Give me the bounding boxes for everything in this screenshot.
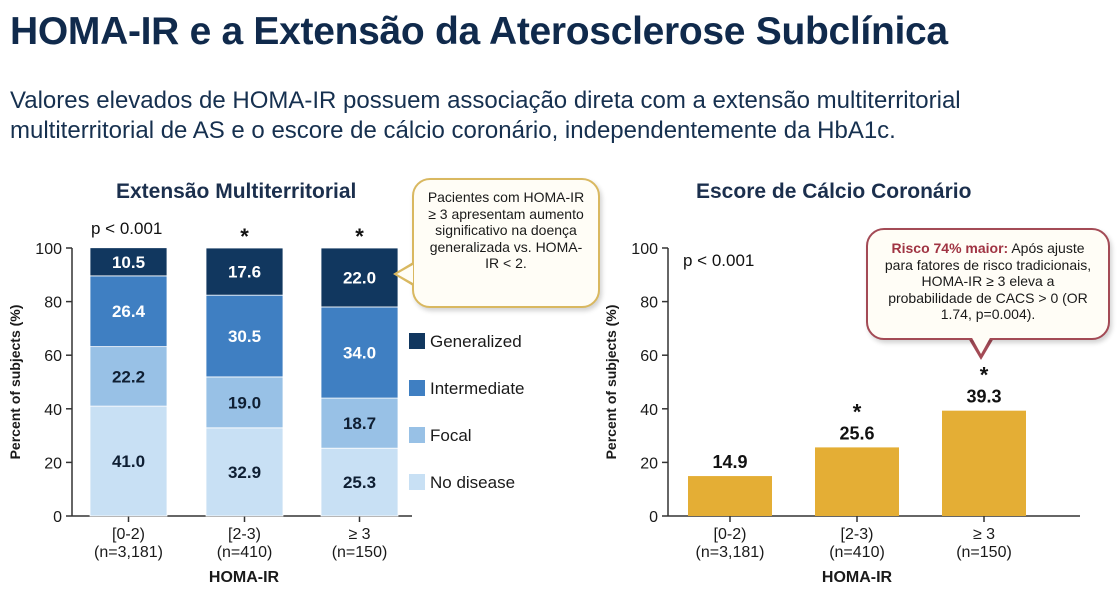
extent-x-tick-n: (n=150) [332,544,388,561]
extent-bar-label-intermediate: 34.0 [343,344,376,363]
subtitle-line-2: multiterritorial de AS e o escore de cál… [10,117,896,144]
legend-label-focal: Focal [430,426,472,445]
cacs-y-tick-label: 40 [640,402,658,419]
extent-bar-no-disease [320,447,399,517]
extent-bar-generalized [320,247,399,308]
cacs-bar-chart: 0 20 40 60 80 100 Percent of subjects (%) [0-2)… [603,241,1080,586]
extent-bar-focal [205,376,284,429]
cacs-y-tick-label: 80 [640,295,658,312]
cacs-significance-marker: * [853,399,862,424]
extent-callout-pointer-fill [397,265,413,283]
extent-y-tick-label: 0 [53,509,62,526]
cacs-x-axis-label: HOMA-IR [822,569,893,586]
cacs-callout: Risco 74% maior: Após ajuste para fatore… [866,228,1110,340]
cacs-y-tick-label: 60 [640,348,658,365]
extent-x-axis-label: HOMA-IR [209,569,280,586]
cacs-bar-label: 25.6 [839,423,874,443]
extent-x-tick-label: [0-2) [112,526,145,543]
extent-bar-label-no-disease: 41.0 [112,452,145,471]
cacs-bar-label: 39.3 [966,387,1001,407]
extent-bar-label-intermediate: 30.5 [228,327,261,346]
extent-bar-label-generalized: 22.0 [343,268,376,287]
extent-y-tick-label: 60 [44,348,62,365]
extent-x-tick-n: (n=3,181) [94,544,163,561]
legend-swatch-intermediate [409,380,425,396]
extent-callout-text: Pacientes com HOMA-IR ≥ 3 apresentam aum… [427,189,585,271]
extent-bar-focal [89,346,168,407]
page-title: HOMA-IR e a Extensão da Aterosclerose Su… [10,10,948,53]
extent-bar-label-focal: 22.2 [112,367,145,386]
cacs-y-tick-label: 20 [640,455,658,472]
extent-bar-label-focal: 19.0 [228,393,261,412]
extent-stacked-bar-chart: 0 20 40 60 80 100 Percent of subjects (%) [0-2)… [7,219,525,586]
legend-label-intermediate: Intermediate [430,379,525,398]
extent-y-tick-label: 20 [44,455,62,472]
extent-x-tick-label: [2-3) [228,526,261,543]
cacs-x-tick-n: (n=3,181) [696,544,765,561]
extent-y-axis-label: Percent of subjects (%) [7,305,23,460]
extent-significance-marker: * [355,224,364,249]
extent-chart-title: Extensão Multiterritorial [116,180,357,203]
extent-x-tick-label: ≥ 3 [348,526,370,543]
subtitle-line-1: Valores elevados de HOMA-IR possuem asso… [10,87,961,114]
cacs-bar [942,410,1026,516]
cacs-callout-text: Após ajuste para fatores de risco tradic… [884,240,1092,322]
extent-bar-label-intermediate: 26.4 [112,302,146,321]
cacs-callout-pointer-fill [971,336,991,354]
legend-label-generalized: Generalized [430,332,522,351]
cacs-bar [688,476,772,516]
extent-bar-label-focal: 18.7 [343,414,376,433]
cacs-x-tick-label: ≥ 3 [973,526,995,543]
cacs-y-axis-label: Percent of subjects (%) [603,305,619,460]
legend-swatch-focal [409,427,425,443]
extent-bar-no-disease [89,405,168,517]
extent-callout: Pacientes com HOMA-IR ≥ 3 apresentam aum… [412,178,600,308]
cacs-bar-label: 14.9 [712,452,747,472]
extent-bar-no-disease [205,427,284,517]
cacs-y-tick-label: 0 [649,509,658,526]
page-subtitle: Valores elevados de HOMA-IR possuem asso… [10,86,1100,146]
cacs-p-value: p < 0.001 [683,251,754,270]
extent-y-tick-label: 40 [44,402,62,419]
extent-y-tick-label: 80 [44,295,62,312]
extent-bar-intermediate [205,294,284,378]
extent-bar-focal [320,397,399,449]
cacs-x-tick-label: [2-3) [841,526,874,543]
legend-swatch-generalized [409,333,425,349]
extent-bar-label-generalized: 17.6 [228,263,261,282]
cacs-x-tick-label: [0-2) [714,526,747,543]
extent-bar-generalized [89,247,168,277]
extent-p-value: p < 0.001 [91,219,162,238]
cacs-chart-title: Escore de Cálcio Coronário [696,180,972,203]
extent-y-tick-label: 100 [35,241,62,258]
cacs-bar [815,447,899,516]
extent-significance-marker: * [240,224,249,249]
extent-bar-label-no-disease: 25.3 [343,473,376,492]
cacs-y-tick-label: 100 [631,241,658,258]
cacs-callout-highlight: Risco 74% maior: [891,240,1009,256]
extent-bar-intermediate [89,275,168,348]
extent-x-tick-n: (n=410) [217,544,273,561]
cacs-significance-marker: * [980,363,989,388]
legend-label-no-disease: No disease [430,473,515,492]
extent-bar-label-generalized: 10.5 [112,253,145,272]
cacs-x-tick-n: (n=150) [956,544,1012,561]
extent-bar-label-no-disease: 32.9 [228,463,261,482]
cacs-x-tick-n: (n=410) [829,544,885,561]
extent-bar-generalized [205,247,284,296]
legend-swatch-no-disease [409,474,425,490]
